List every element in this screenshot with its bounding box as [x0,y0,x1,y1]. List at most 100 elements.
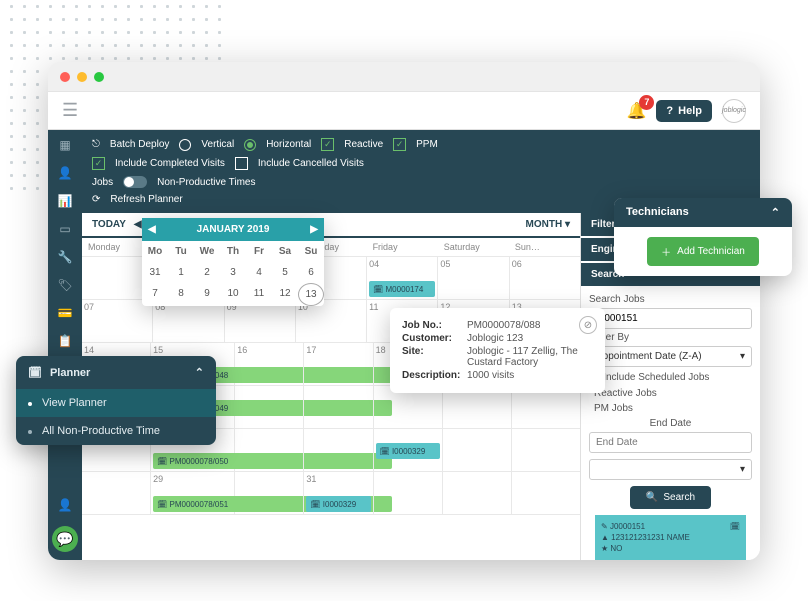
dp-day[interactable]: 13 [298,283,324,306]
rail-person-icon[interactable]: 👤 [58,498,73,512]
planner-item-view[interactable]: View Planner [16,389,216,417]
calendar-cell[interactable] [82,472,151,514]
dp-day[interactable]: 1 [168,262,194,283]
view-mode-select[interactable]: MONTH [526,219,563,230]
dp-day[interactable]: 8 [168,283,194,306]
caret-down-icon: ▾ [740,464,745,475]
dp-day[interactable]: 5 [272,262,298,283]
chat-fab[interactable]: 💬 [52,526,78,552]
left-rail: ▦ 👤 📊 ▭ 🔧 🏷 💳 📋 📄 ↪ ▫ 👤 💬 [48,130,82,560]
titlebar [48,62,760,92]
rail-user-icon[interactable]: 👤 [58,166,73,180]
rail-card-icon[interactable]: 💳 [58,306,73,320]
dp-day[interactable]: 11 [246,283,272,306]
help-button[interactable]: ? Help [656,100,712,122]
calendar-cell[interactable] [304,429,373,471]
calendar-cell[interactable] [374,472,443,514]
calendar-cell[interactable]: 16 [235,343,304,385]
dp-dow: Tu [168,241,194,262]
calendar-cell[interactable] [512,472,580,514]
brand-logo[interactable]: joblogic [722,99,746,123]
window-max-icon[interactable] [94,72,104,82]
job-bar[interactable]: 🗓 I0000329 [306,496,370,512]
calendar-cell[interactable]: 29🗓 PM0000078/051 [151,472,235,514]
include-cancelled-checkbox[interactable]: ✓ [235,157,248,170]
refresh-label[interactable]: Refresh Planner [110,194,182,205]
search-button[interactable]: 🔍Search [630,486,711,509]
calendar-cell[interactable]: 04🗓 M0000174 [367,257,438,299]
calendar-cell[interactable]: 17 [304,343,373,385]
jobs-toggle[interactable] [123,176,147,188]
calendar-cell[interactable]: 09 [225,300,296,342]
planner-title: Planner [50,367,90,379]
calendar-cell[interactable]: 05 [438,257,509,299]
chevron-up-icon[interactable]: ⌃ [195,366,204,379]
planner-item-nonproductive[interactable]: All Non-Productive Time [16,417,216,445]
calendar-cell[interactable] [304,386,373,428]
ppm-checkbox[interactable]: ✓ [393,138,406,151]
calendar-cell[interactable] [235,472,304,514]
hamburger-icon[interactable]: ☰ [62,100,78,121]
calendar-cell[interactable]: 10 [296,300,367,342]
job-bar[interactable]: 🗓 I0000329 [376,443,440,459]
today-button[interactable]: TODAY [92,219,126,230]
job-bar[interactable]: 🗓 M0000174 [369,281,435,297]
dp-day[interactable]: 6 [298,262,324,283]
rail-box-icon[interactable]: ▭ [59,222,70,236]
ppm-label: PPM [416,139,438,150]
add-technician-button[interactable]: ＋ Add Technician [647,237,759,266]
batch-deploy-icon[interactable]: ⎋ [92,139,100,150]
dp-day[interactable]: 2 [194,262,220,283]
end-date-input[interactable] [589,432,752,453]
dp-day[interactable]: 3 [220,262,246,283]
order-by-select[interactable]: Appointment Date (Z-A)▾ [589,346,752,367]
dp-day[interactable]: 12 [272,283,298,306]
dp-dow: Sa [272,241,298,262]
tooltip-close-icon[interactable]: ⊘ [579,316,597,334]
include-completed-checkbox[interactable]: ✓ [92,157,105,170]
rail-wrench-icon[interactable]: 🔧 [58,250,73,264]
rail-chart-icon[interactable]: 📊 [58,194,73,208]
notifications-button[interactable]: 🔔 7 [627,101,647,121]
rail-dashboard-icon[interactable]: ▦ [59,138,70,152]
calendar-cell[interactable]: 31🗓 I0000329 [304,472,373,514]
notification-badge: 7 [639,95,654,110]
dp-day[interactable]: 9 [194,283,220,306]
extra-select[interactable]: ▾ [589,459,752,480]
reactive-checkbox[interactable]: ✓ [321,138,334,151]
calendar-cell[interactable] [443,472,512,514]
search-icon: 🔍 [646,492,658,503]
dp-day[interactable]: 4 [246,262,272,283]
chevron-up-icon[interactable]: ⌃ [771,206,780,219]
technicians-title: Technicians [626,206,689,219]
rail-tag-icon[interactable]: 🏷 [57,278,72,292]
calendar-cell[interactable] [443,429,512,471]
pm-jobs-label[interactable]: PM Jobs [594,403,633,414]
include-scheduled-label[interactable]: Include Scheduled Jobs [603,372,709,383]
calendar-cell[interactable]: 06 [510,257,580,299]
calendar-cell[interactable] [235,386,304,428]
dp-day[interactable]: 7 [142,283,168,306]
dp-day[interactable]: 31 [142,262,168,283]
calendar-cell[interactable]: 07 [82,300,153,342]
search-jobs-input[interactable] [589,308,752,329]
refresh-icon[interactable]: ⟳ [92,194,100,205]
planner-popup: 🗓Planner ⌃ View Planner All Non-Producti… [16,356,216,445]
dp-day[interactable]: 10 [220,283,246,306]
horizontal-radio[interactable] [244,139,256,151]
window-close-icon[interactable] [60,72,70,82]
calendar-cell[interactable] [512,429,580,471]
date-picker-popup[interactable]: ◀ JANUARY 2019 ▶ MoTuWeThFrSaSu311234567… [142,218,324,306]
prev-icon[interactable]: ◀ [134,219,142,230]
calendar-cell[interactable] [235,429,304,471]
window-min-icon[interactable] [77,72,87,82]
dp-prev-icon[interactable]: ◀ [148,224,156,235]
assigned-job-card[interactable]: 🗓 ✎ J0000151 ▲ 123121231231 NAME ★ NO [595,515,746,560]
calendar-cell[interactable]: 🗓 I0000329 [374,429,443,471]
calendar-cell[interactable]: 08 [153,300,224,342]
tooltip-site: Joblogic - 117 Zellig, The Custard Facto… [467,346,593,368]
dp-next-icon[interactable]: ▶ [310,224,318,235]
vertical-label: Vertical [201,139,234,150]
rail-clipboard-icon[interactable]: 📋 [58,334,73,348]
vertical-radio[interactable] [179,139,191,151]
